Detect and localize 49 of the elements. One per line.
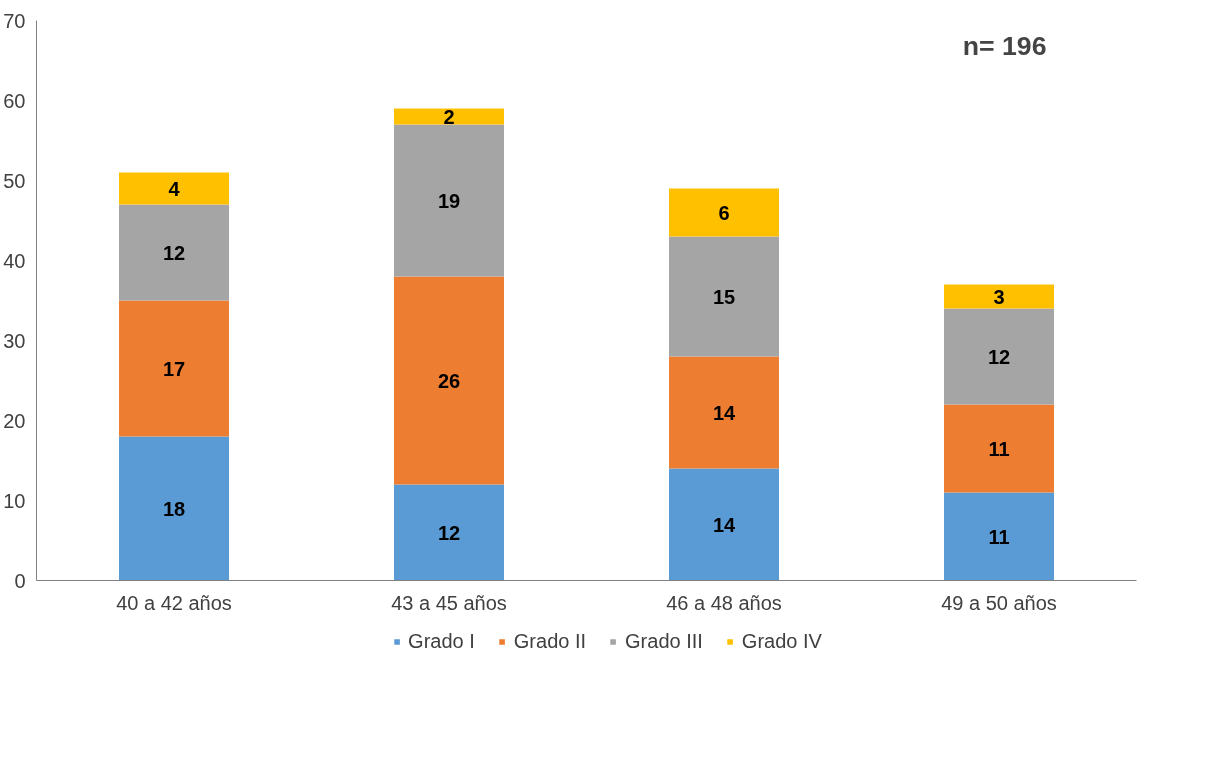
- x-tick-label: 49 a 50 años: [941, 591, 1057, 614]
- bar: [669, 188, 779, 237]
- y-tick-label: 10: [3, 489, 26, 512]
- y-tick-label: 50: [3, 169, 26, 192]
- data-label: 19: [437, 189, 461, 212]
- bar: [944, 284, 1054, 309]
- data-label: 11: [988, 437, 1010, 460]
- legend-label: Grado III: [625, 629, 703, 653]
- bar: [394, 484, 504, 581]
- bar: [669, 468, 779, 581]
- data-label: 14: [712, 401, 736, 424]
- data-label: 26: [437, 369, 461, 392]
- data-label: 12: [162, 241, 186, 264]
- y-tick-label: 70: [3, 9, 26, 32]
- data-label: 18: [162, 497, 186, 520]
- data-label: 14: [712, 513, 736, 536]
- data-label: 12: [437, 521, 461, 544]
- y-tick-label: 30: [3, 329, 26, 352]
- y-tick-label: 20: [3, 409, 26, 432]
- bar: [119, 204, 229, 301]
- bar: [669, 356, 779, 469]
- bar: [944, 492, 1054, 581]
- legend-label: Grado I: [408, 629, 475, 653]
- x-tick-label: 46 a 48 años: [666, 591, 782, 614]
- bar: [394, 108, 504, 125]
- data-label: 4: [168, 177, 181, 200]
- data-label: 12: [987, 345, 1011, 368]
- x-tick-label: 40 a 42 años: [116, 591, 232, 614]
- legend-label: Grado II: [513, 629, 587, 653]
- data-label: 15: [712, 285, 736, 308]
- y-tick-label: 0: [14, 569, 26, 592]
- annotation: n= 196: [962, 30, 1047, 61]
- data-label: 17: [162, 357, 186, 380]
- bar: [944, 404, 1054, 493]
- data-label: 6: [718, 201, 730, 224]
- y-tick-label: 40: [3, 249, 26, 272]
- bar: [669, 236, 779, 357]
- data-label: 11: [988, 525, 1010, 548]
- bar: [119, 436, 229, 581]
- y-tick-label: 60: [3, 89, 26, 112]
- bar: [394, 124, 504, 277]
- x-tick-label: 43 a 45 años: [391, 591, 507, 614]
- bar: [944, 308, 1054, 405]
- data-label: 3: [993, 285, 1005, 308]
- legend-label: Grado IV: [741, 629, 822, 653]
- data-label: 2: [443, 105, 455, 128]
- bar: [394, 276, 504, 485]
- bar: [119, 172, 229, 205]
- bar: [119, 300, 229, 437]
